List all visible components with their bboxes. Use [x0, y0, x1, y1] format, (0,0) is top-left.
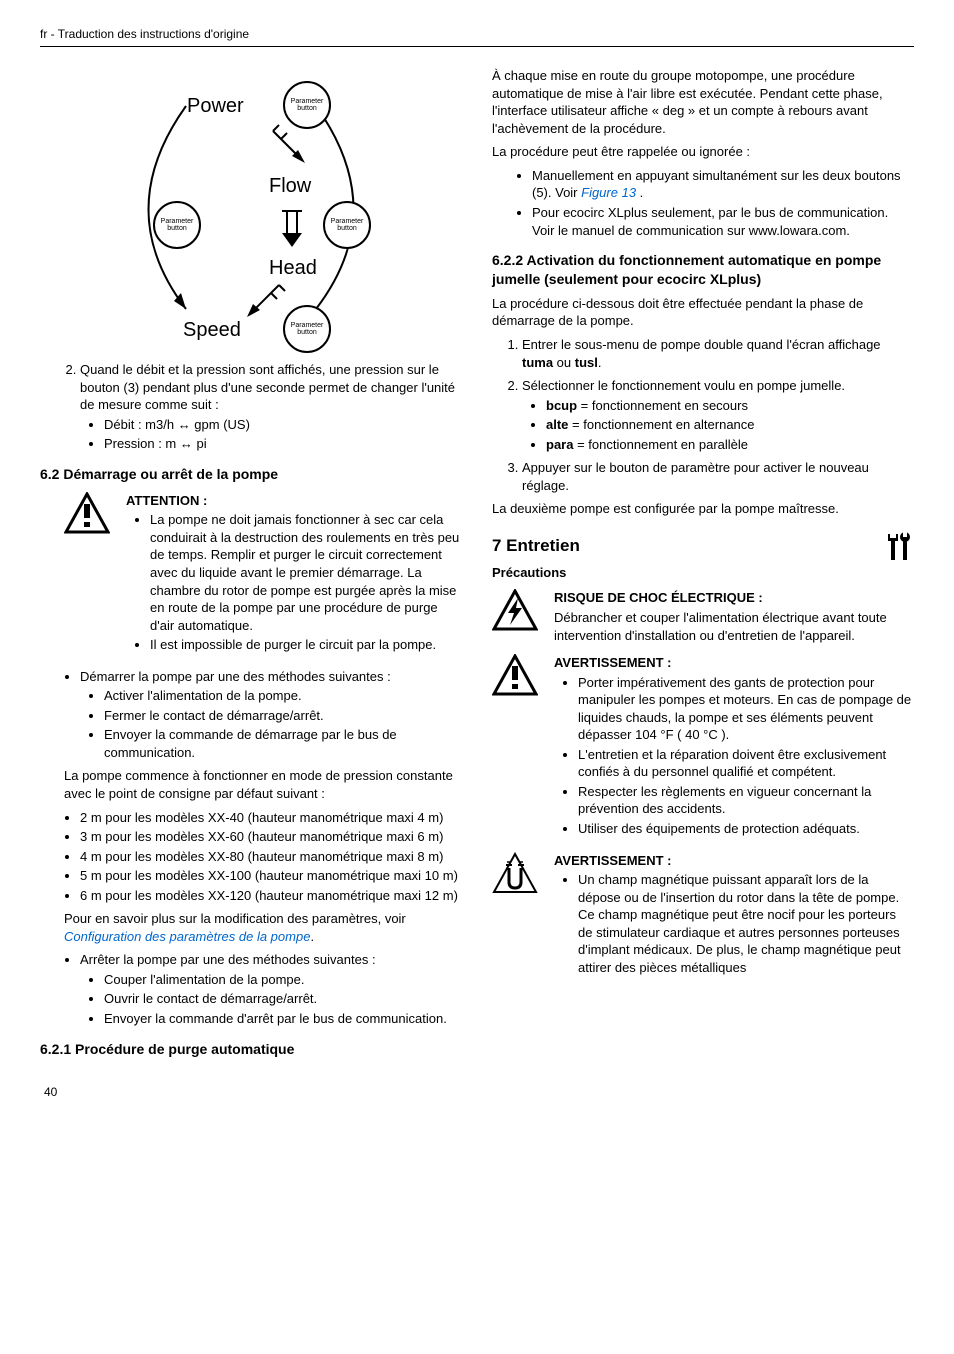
master-pump-note: La deuxième pompe est configurée par la …: [492, 500, 914, 518]
parameter-button-icon: Parameter button: [283, 81, 331, 129]
list-item: Appuyer sur le bouton de paramètre pour …: [522, 459, 914, 494]
stop-methods: Arrêter la pompe par une des méthodes su…: [40, 951, 462, 1027]
right-column: À chaque mise en route du groupe motopom…: [492, 61, 914, 1064]
list-item: Envoyer la commande de démarrage par le …: [104, 726, 462, 761]
config-link[interactable]: Configuration des paramètres de la pompe: [64, 929, 310, 944]
content-columns: Power Parameter button Flow Parameter bu…: [40, 61, 914, 1064]
page-header: fr - Traduction des instructions d'origi…: [40, 26, 914, 47]
section-7-row: 7 Entretien: [492, 532, 914, 562]
attention-item: Il est impossible de purger le circuit p…: [150, 636, 462, 654]
electric-shock-icon: [492, 589, 544, 644]
setpoint-list: 2 m pour les modèles XX-40 (hauteur mano…: [40, 809, 462, 905]
list-item: Ouvrir le contact de démarrage/arrêt.: [104, 990, 462, 1008]
list-item: Arrêter la pompe par une des méthodes su…: [80, 951, 462, 1027]
list-item: Respecter les règlements en vigueur conc…: [578, 783, 914, 818]
list-item: Entrer le sous-menu de pompe double quan…: [522, 336, 914, 371]
warning-icon: [64, 492, 116, 658]
diagram-label-speed: Speed: [183, 317, 241, 344]
step-2: Quand le débit et la pression sont affic…: [80, 361, 462, 453]
shock-title: RISQUE DE CHOC ÉLECTRIQUE :: [554, 589, 914, 607]
recall-skip-list: Manuellement en appuyant simultanément s…: [492, 167, 914, 239]
list-item: 3 m pour les modèles XX-60 (hauteur mano…: [80, 828, 462, 846]
diagram-label-flow: Flow: [269, 173, 311, 200]
autoprime-desc: À chaque mise en route du groupe motopom…: [492, 67, 914, 137]
avert-title: AVERTISSEMENT :: [554, 654, 914, 672]
list-item: para = fonctionnement en parallèle: [546, 436, 914, 454]
list-item: Un champ magnétique puissant apparaît lo…: [578, 871, 914, 976]
list-item: Sélectionner le fonctionnement voulu en …: [522, 377, 914, 453]
unit-pressure: Pression : m ↔ pi: [104, 435, 462, 453]
list-item: Utiliser des équipements de protection a…: [578, 820, 914, 838]
list-item: bcup = fonctionnement en secours: [546, 397, 914, 415]
page-number: 40: [40, 1084, 914, 1100]
list-item: Démarrer la pompe par une des méthodes s…: [80, 668, 462, 762]
left-column: Power Parameter button Flow Parameter bu…: [40, 61, 462, 1064]
constant-pressure-intro: La pompe commence à fonctionner en mode …: [40, 767, 462, 802]
list-item: L'entretien et la réparation doivent êtr…: [578, 746, 914, 781]
avert-block-1: AVERTISSEMENT : Porter impérativement de…: [492, 654, 914, 841]
list-item: Manuellement en appuyant simultanément s…: [532, 167, 914, 202]
list-item: Pour ecocirc XLplus seulement, par le bu…: [532, 204, 914, 239]
list-item: 4 m pour les modèles XX-80 (hauteur mano…: [80, 848, 462, 866]
heading-6-2-1: 6.2.1 Procédure de purge automatique: [40, 1040, 462, 1059]
heading-7: 7 Entretien: [492, 535, 580, 558]
list-item: 6 m pour les modèles XX-120 (hauteur man…: [80, 887, 462, 905]
avert-title: AVERTISSEMENT :: [554, 852, 914, 870]
attention-block: ATTENTION : La pompe ne doit jamais fonc…: [40, 492, 462, 658]
parameter-button-icon: Parameter button: [323, 201, 371, 249]
shock-body: Débrancher et couper l'alimentation élec…: [554, 609, 914, 644]
wrench-icon: [884, 532, 914, 562]
parameter-button-icon: Parameter button: [153, 201, 201, 249]
parameter-cycle-diagram: Power Parameter button Flow Parameter bu…: [101, 61, 401, 351]
diagram-label-head: Head: [269, 255, 317, 282]
list-item: 5 m pour les modèles XX-100 (hauteur man…: [80, 867, 462, 885]
twin-steps: Entrer le sous-menu de pompe double quan…: [492, 336, 914, 494]
stop-intro: Arrêter la pompe par une des méthodes su…: [80, 952, 376, 967]
list-item: alte = fonctionnement en alternance: [546, 416, 914, 434]
avert-block-2: AVERTISSEMENT : Un champ magnétique puis…: [492, 852, 914, 981]
start-intro: Démarrer la pompe par une des méthodes s…: [80, 669, 391, 684]
warning-icon: [492, 654, 544, 841]
list-item: 2 m pour les modèles XX-40 (hauteur mano…: [80, 809, 462, 827]
diagram-label-power: Power: [187, 93, 244, 120]
recall-skip-intro: La procédure peut être rappelée ou ignor…: [492, 143, 914, 161]
start-methods: Démarrer la pompe par une des méthodes s…: [40, 668, 462, 762]
twin-intro: La procédure ci-dessous doit être effect…: [492, 295, 914, 330]
more-info: Pour en savoir plus sur la modification …: [40, 910, 462, 945]
step-2-text: Quand le débit et la pression sont affic…: [80, 362, 455, 412]
attention-item: La pompe ne doit jamais fonctionner à se…: [150, 511, 462, 634]
parameter-button-icon: Parameter button: [283, 305, 331, 353]
heading-6-2-2: 6.2.2 Activation du fonctionnement autom…: [492, 251, 914, 289]
list-item: Fermer le contact de démarrage/arrêt.: [104, 707, 462, 725]
unit-flow: Débit : m3/h ↔ gpm (US): [104, 416, 462, 434]
list-item: Activer l'alimentation de la pompe.: [104, 687, 462, 705]
list-item: Couper l'alimentation de la pompe.: [104, 971, 462, 989]
heading-6-2: 6.2 Démarrage ou arrêt de la pompe: [40, 465, 462, 484]
list-item: Envoyer la commande d'arrêt par le bus d…: [104, 1010, 462, 1028]
precautions-label: Précautions: [492, 564, 914, 582]
shock-block: RISQUE DE CHOC ÉLECTRIQUE : Débrancher e…: [492, 589, 914, 644]
list-item: Porter impérativement des gants de prote…: [578, 674, 914, 744]
magnetic-hazard-icon: [492, 852, 544, 981]
figure-13-link[interactable]: Figure 13: [581, 185, 636, 200]
attention-title: ATTENTION :: [126, 492, 462, 510]
step-list: Quand le débit et la pression sont affic…: [40, 361, 462, 453]
